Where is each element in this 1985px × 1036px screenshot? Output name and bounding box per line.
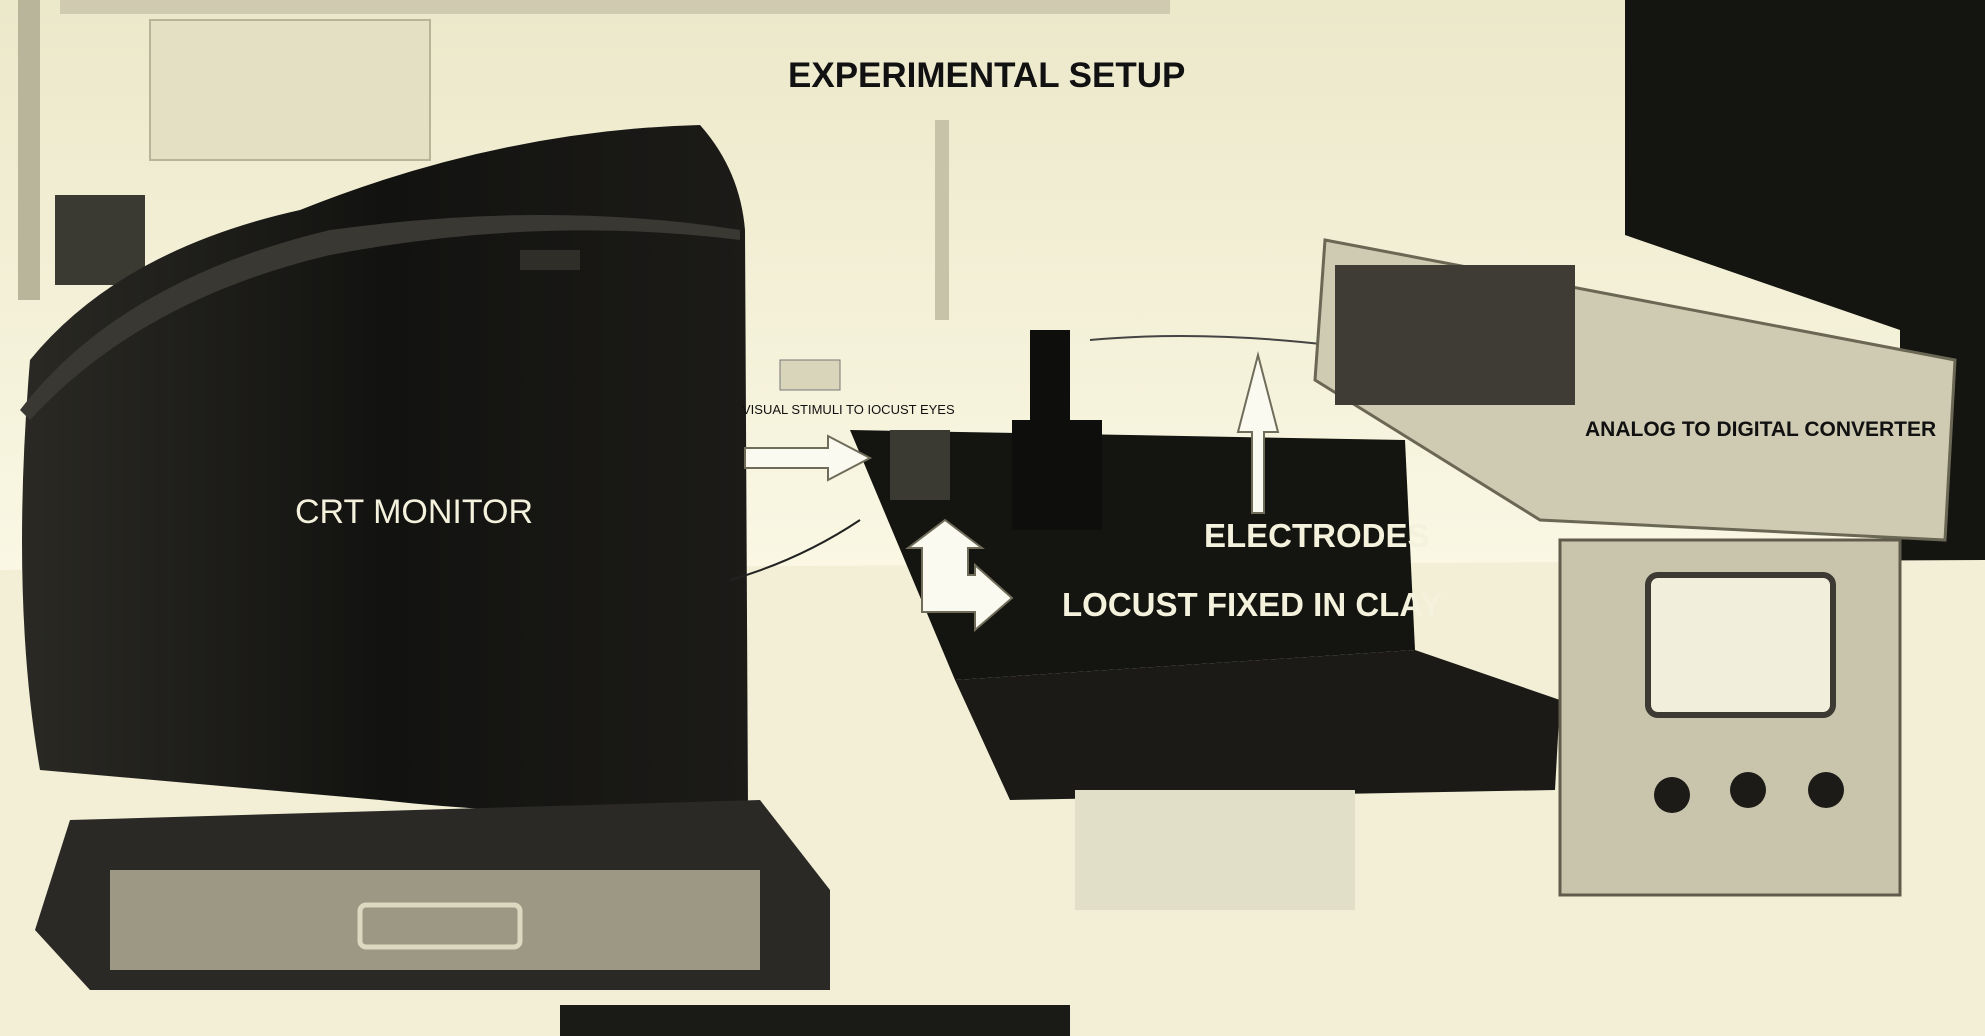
cable: [1089, 335, 1331, 346]
page-title: EXPERIMENTAL SETUP: [788, 56, 1186, 95]
platform-top: [850, 430, 1415, 680]
adc-panel: [1335, 265, 1575, 405]
shelf-rail-center: [935, 120, 949, 320]
oscilloscope-knob: [1730, 772, 1766, 808]
oscilloscope-knob: [1654, 777, 1690, 813]
dark-cabinet: [1625, 0, 1985, 1036]
arrow-up-icon: [1236, 351, 1280, 514]
wall-item: [55, 195, 145, 285]
wall-chart: [149, 19, 431, 161]
oscilloscope-knob: [1808, 772, 1844, 808]
cable: [729, 519, 861, 581]
bent-arrow-icon: [905, 518, 1014, 633]
wall-switches: [779, 359, 841, 391]
drawer-handle: [357, 902, 523, 950]
crt-monitor-label: CRT MONITOR: [295, 493, 534, 531]
clay-holder: [890, 430, 950, 500]
visual-stimuli-label: VISUAL STIMULI TO IOCUST EYES: [742, 402, 955, 417]
shelf-rail-left: [18, 0, 40, 300]
wall-shelf: [60, 0, 1170, 14]
micromanipulator: [1030, 330, 1070, 430]
oscilloscope-screen: [1645, 572, 1836, 718]
crt-monitor-vent: [520, 250, 580, 270]
locust-label: LOCUST FIXED IN CLAY: [1062, 586, 1443, 623]
platform-support: [1075, 790, 1355, 910]
platform-mid: [955, 650, 1560, 800]
floor-edge: [560, 1005, 1070, 1036]
electrodes-label: ELECTRODES: [1204, 517, 1430, 554]
adc-label: ANALOG TO DIGITAL CONVERTER: [1585, 418, 1937, 441]
arrow-right-icon: [744, 434, 873, 482]
locust-block: [1012, 420, 1102, 530]
drawer-front: [110, 870, 760, 970]
